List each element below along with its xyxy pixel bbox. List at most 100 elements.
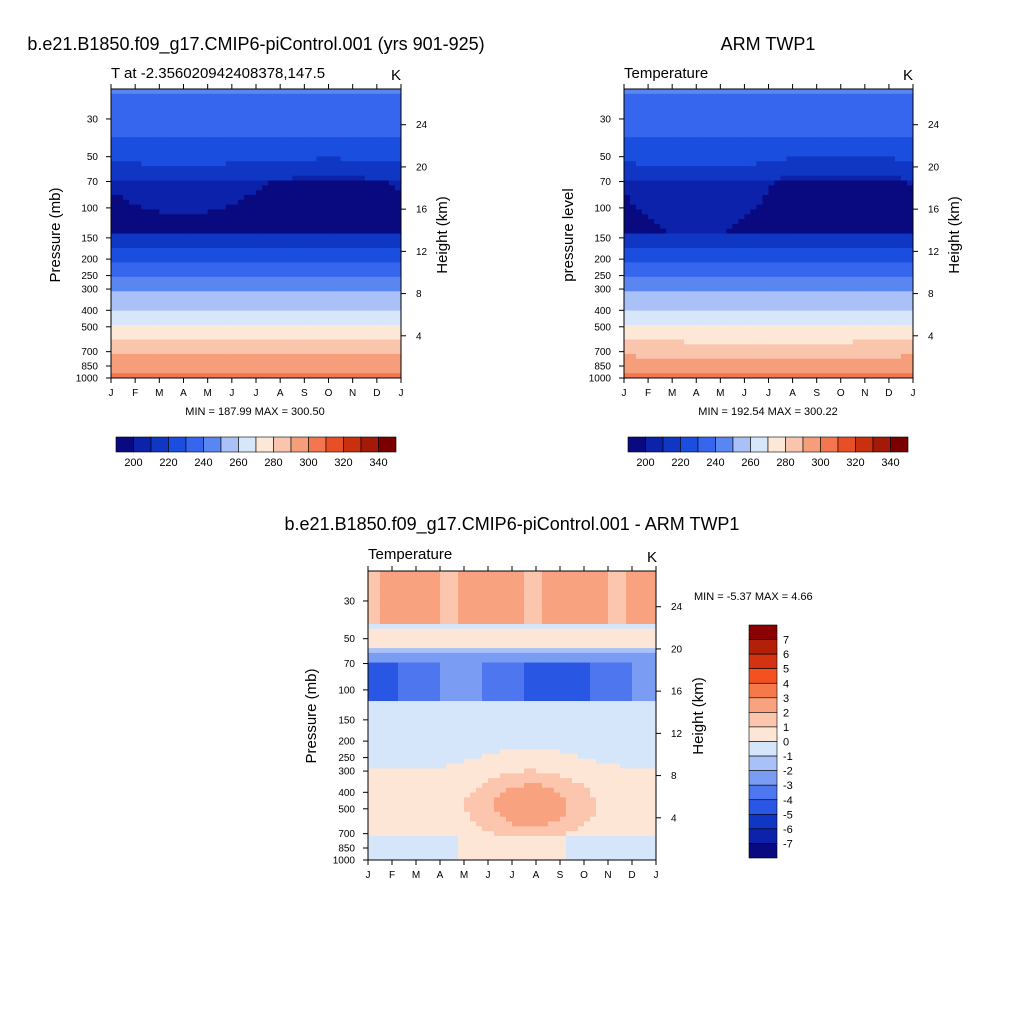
contour-cell <box>159 214 166 220</box>
contour-cell <box>274 156 281 162</box>
contour-cell <box>219 349 227 355</box>
contour-cell <box>147 113 154 119</box>
contour-cell <box>165 132 172 138</box>
contour-cell <box>328 296 335 302</box>
contour-cell <box>804 238 812 244</box>
contour-cell <box>165 214 172 220</box>
contour-cell <box>678 373 685 379</box>
contour-cell <box>201 219 209 225</box>
contour-cell <box>642 141 649 148</box>
contour-cell <box>678 199 685 205</box>
contour-cell <box>744 122 751 128</box>
contour-cell <box>117 199 124 205</box>
contour-cell <box>358 300 366 307</box>
contour-cell <box>642 156 649 162</box>
contour-cell <box>117 113 124 119</box>
contour-cell <box>780 175 787 181</box>
contour-cell <box>714 214 721 220</box>
contour-cell <box>672 194 679 201</box>
contour-cell <box>774 204 781 210</box>
contour-cell <box>696 214 703 220</box>
contour-cell <box>738 300 745 307</box>
contour-cell <box>648 180 655 186</box>
contour-cell <box>798 185 806 191</box>
contour-cell <box>690 113 697 119</box>
contour-cell <box>274 344 281 350</box>
contour-cell <box>195 122 203 128</box>
contour-cell <box>352 166 360 172</box>
contour-cell <box>768 320 775 326</box>
contour-cell <box>666 132 673 138</box>
contour-cell <box>231 353 239 360</box>
contour-cell <box>334 300 341 307</box>
contour-cell <box>690 156 697 162</box>
contour-cell <box>189 276 196 283</box>
contour-cell <box>636 300 643 307</box>
contour-cell <box>678 262 685 268</box>
contour-cell <box>262 262 269 268</box>
contour-cell <box>213 310 221 316</box>
y-tick-label: 30 <box>87 114 99 125</box>
contour-cell <box>304 146 311 153</box>
contour-cell <box>111 247 118 254</box>
contour-cell <box>636 161 643 167</box>
contour-cell <box>256 141 263 148</box>
contour-cell <box>630 334 637 340</box>
contour-cell <box>123 334 130 340</box>
contour-cell <box>183 137 190 143</box>
contour-cell <box>201 262 209 268</box>
contour-cell <box>171 315 178 321</box>
contour-cell <box>810 137 818 143</box>
contour-cell <box>189 339 196 345</box>
contour-cell <box>816 276 824 283</box>
contour-cell <box>352 204 360 210</box>
contour-cell <box>177 214 184 220</box>
contour-cell <box>322 300 329 307</box>
contour-cell <box>358 209 366 215</box>
contour-cell <box>328 310 335 316</box>
contour-cell <box>231 305 239 311</box>
contour-cell <box>810 286 818 292</box>
contour-cell <box>231 223 239 230</box>
contour-cell <box>249 373 257 379</box>
contour-cell <box>256 190 263 196</box>
contour-cell <box>352 98 360 104</box>
contour-cell <box>256 175 263 181</box>
contour-cell <box>762 233 769 239</box>
contour-cell <box>774 113 781 119</box>
contour-cell <box>225 310 233 316</box>
contour-cell <box>219 344 227 350</box>
contour-cell <box>798 334 806 340</box>
contour-cell <box>129 373 136 379</box>
contour-cell <box>666 170 673 177</box>
contour-cell <box>804 151 812 157</box>
contour-cell <box>780 146 787 153</box>
contour-cell <box>376 329 384 336</box>
contour-cell <box>298 296 305 302</box>
contour-cell <box>364 349 372 355</box>
contour-cell <box>328 204 335 210</box>
contour-cell <box>159 161 166 167</box>
contour-cell <box>262 137 269 143</box>
contour-cell <box>159 209 166 215</box>
contour-cell <box>720 310 727 316</box>
contour-cell <box>135 252 142 258</box>
contour-cell <box>624 98 631 104</box>
contour-cell <box>792 320 799 326</box>
contour-cell <box>352 243 360 249</box>
contour-cell <box>804 243 812 249</box>
contour-cell <box>237 199 245 205</box>
contour-cell <box>388 368 396 374</box>
contour-cell <box>786 296 793 302</box>
contour-cell <box>726 325 733 331</box>
contour-cell <box>201 194 209 201</box>
contour-cell <box>822 108 830 114</box>
contour-cell <box>310 113 317 119</box>
contour-cell <box>171 363 178 369</box>
contour-cell <box>642 185 649 191</box>
contour-cell <box>756 291 763 297</box>
contour-cell <box>135 161 142 167</box>
contour-cell <box>213 300 221 307</box>
contour-cell <box>720 209 727 215</box>
contour-cell <box>171 296 178 302</box>
